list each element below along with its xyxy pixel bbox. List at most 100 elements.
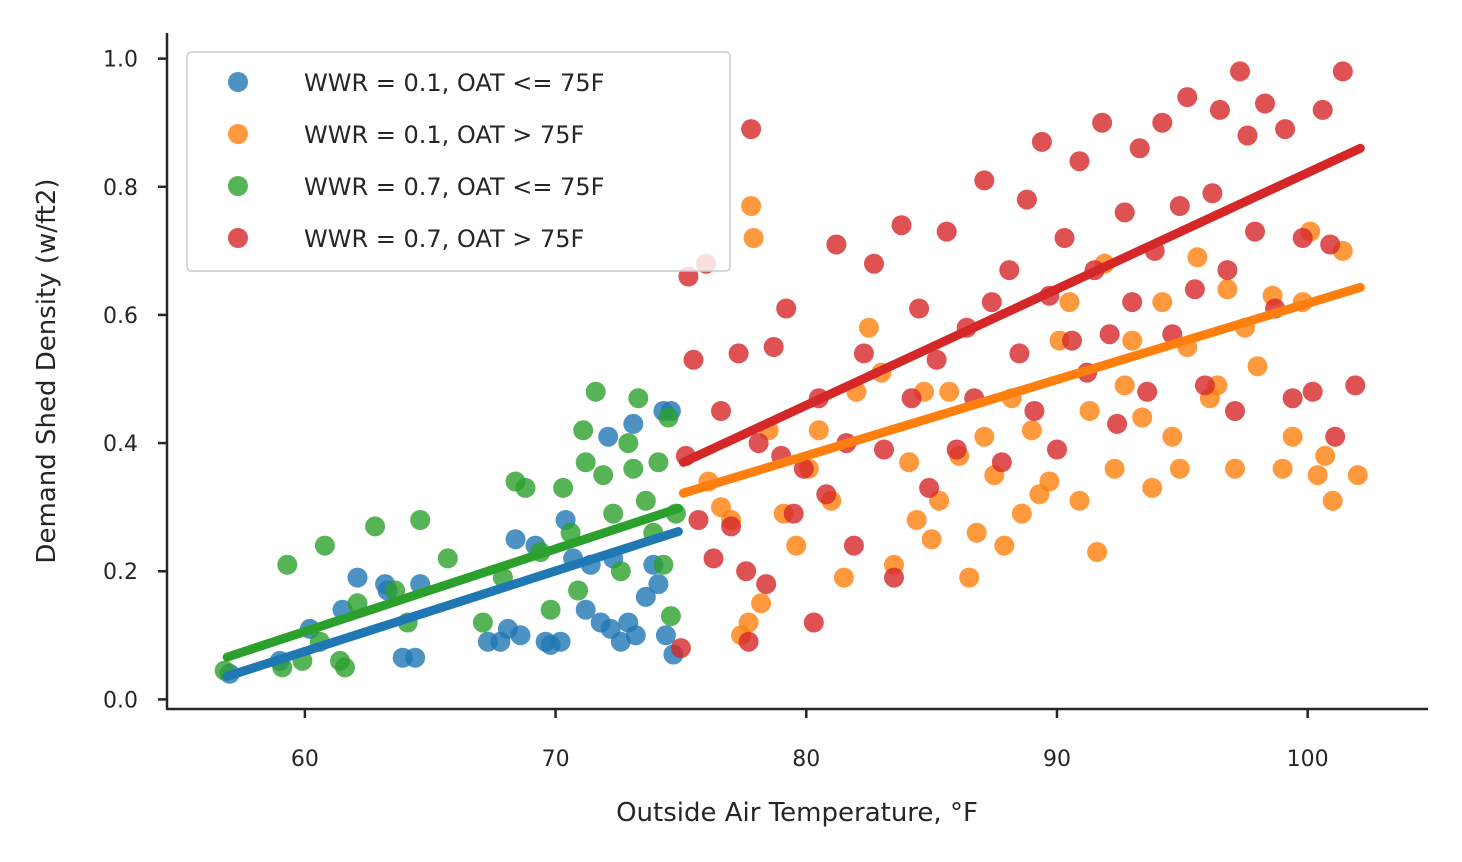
data-point-series-4 <box>741 119 762 140</box>
data-point-series-4 <box>901 388 922 409</box>
data-point-series-3 <box>618 433 639 454</box>
data-point-series-4 <box>1009 343 1030 364</box>
x-tick-label: 90 <box>1043 747 1071 772</box>
y-tick-label: 0.6 <box>103 304 138 329</box>
data-point-series-2 <box>1069 490 1090 511</box>
data-point-series-2 <box>743 228 764 248</box>
data-point-series-4 <box>1282 388 1303 409</box>
data-point-series-1 <box>575 599 596 620</box>
data-point-series-4 <box>1275 119 1296 140</box>
data-point-series-3 <box>575 452 596 473</box>
data-point-series-4 <box>884 567 904 588</box>
data-point-series-2 <box>1114 375 1135 396</box>
data-point-series-2 <box>939 381 960 402</box>
x-tick-label: 70 <box>542 747 570 772</box>
data-point-series-2 <box>1079 401 1100 421</box>
data-point-series-4 <box>1062 330 1082 351</box>
data-point-series-4 <box>991 452 1012 473</box>
data-point-series-2 <box>786 535 807 556</box>
data-point-series-2 <box>899 452 920 473</box>
data-point-series-4 <box>1016 189 1037 210</box>
data-point-series-4 <box>1177 87 1198 108</box>
data-point-series-4 <box>1312 99 1333 120</box>
data-point-series-4 <box>1069 151 1090 172</box>
legend-label: WWR = 0.7, OAT > 75F <box>304 225 584 253</box>
data-point-series-4 <box>793 458 814 479</box>
data-point-series-1 <box>347 567 368 588</box>
data-point-series-1 <box>405 647 426 668</box>
data-point-series-3 <box>635 490 656 511</box>
data-point-series-2 <box>1142 477 1163 498</box>
data-point-series-4 <box>999 260 1020 281</box>
data-point-series-2 <box>751 593 772 614</box>
data-point-series-4 <box>1230 61 1250 82</box>
data-point-series-4 <box>1255 93 1275 114</box>
data-point-series-2 <box>966 522 987 543</box>
data-point-series-2 <box>1152 292 1173 313</box>
y-tick-label: 1.0 <box>103 48 138 73</box>
data-point-series-4 <box>1054 228 1075 248</box>
data-point-series-4 <box>783 503 804 524</box>
data-point-series-2 <box>1087 542 1108 562</box>
data-point-series-4 <box>974 170 995 191</box>
data-point-series-2 <box>1122 330 1143 351</box>
data-point-series-2 <box>1187 247 1208 268</box>
data-point-series-4 <box>1099 324 1120 345</box>
data-point-series-2 <box>833 567 854 588</box>
data-point-series-3 <box>628 388 649 409</box>
data-point-series-4 <box>919 477 940 498</box>
data-point-series-4 <box>1024 401 1045 421</box>
data-point-series-2 <box>994 535 1015 556</box>
data-point-series-4 <box>874 439 894 460</box>
data-point-series-1 <box>635 586 656 607</box>
legend-label: WWR = 0.7, OAT <= 75F <box>304 173 604 201</box>
data-point-series-4 <box>721 516 742 537</box>
legend-marker <box>228 124 248 144</box>
y-tick-label: 0.2 <box>103 560 138 585</box>
data-point-series-2 <box>858 317 879 338</box>
x-tick-label: 80 <box>792 747 820 772</box>
data-point-series-3 <box>540 599 561 620</box>
trend-line-series-3 <box>222 503 683 662</box>
data-point-series-4 <box>1169 196 1190 216</box>
data-point-series-2 <box>1039 471 1060 492</box>
data-point-series-4 <box>843 535 864 556</box>
data-point-series-3 <box>658 407 679 428</box>
data-point-series-4 <box>670 638 691 659</box>
data-point-series-2 <box>1104 458 1125 479</box>
data-point-series-3 <box>653 554 674 575</box>
data-point-series-4 <box>909 298 930 319</box>
data-point-series-4 <box>1217 260 1238 281</box>
data-point-series-3 <box>437 548 458 569</box>
data-point-series-2 <box>1021 420 1042 441</box>
data-point-series-2 <box>1307 465 1328 486</box>
data-point-series-4 <box>1202 183 1223 204</box>
data-point-series-4 <box>1302 381 1323 402</box>
data-point-series-2 <box>921 529 942 550</box>
legend-frame <box>186 51 731 272</box>
data-point-series-2 <box>1217 279 1238 300</box>
trend-line-series-1 <box>222 527 683 681</box>
data-point-series-2 <box>1132 407 1153 428</box>
data-point-series-2 <box>1169 458 1190 479</box>
data-point-series-3 <box>365 516 386 537</box>
data-point-series-4 <box>738 631 759 652</box>
y-tick-label: 0.8 <box>103 176 138 201</box>
data-point-series-4 <box>1122 292 1143 313</box>
data-point-series-1 <box>505 529 526 550</box>
data-point-series-4 <box>1107 413 1128 434</box>
trend-line-series-2 <box>678 282 1365 498</box>
data-point-series-4 <box>891 215 912 236</box>
y-tick-label: 0.4 <box>103 432 138 457</box>
data-point-series-2 <box>1315 445 1336 466</box>
data-point-series-4 <box>826 234 847 255</box>
data-point-series-4 <box>756 574 777 595</box>
data-point-series-2 <box>741 196 762 216</box>
data-point-series-1 <box>598 426 619 447</box>
data-point-series-3 <box>553 477 574 498</box>
data-point-series-1 <box>623 413 644 434</box>
data-point-series-4 <box>1184 279 1205 300</box>
data-point-series-4 <box>1245 221 1265 242</box>
data-point-series-2 <box>1272 458 1293 479</box>
data-point-series-4 <box>946 439 967 460</box>
